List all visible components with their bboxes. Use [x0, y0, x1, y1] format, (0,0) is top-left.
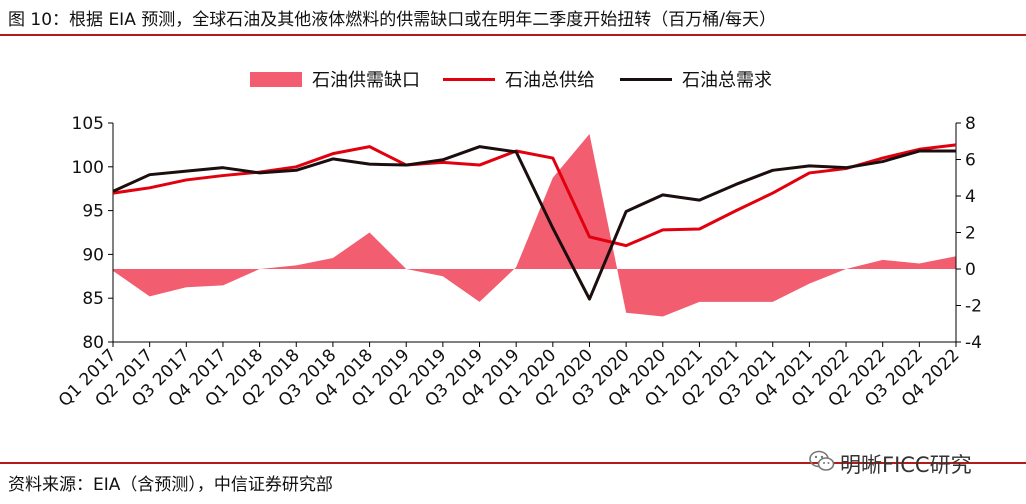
left-tick-label: 90: [82, 245, 104, 265]
source-rule: [0, 462, 1026, 464]
left-tick-label: 85: [82, 289, 104, 309]
left-tick-label: 105: [72, 114, 104, 134]
right-tick-label: 8: [965, 114, 976, 134]
left-tick-label: 100: [72, 158, 104, 178]
source-note: 资料来源：EIA（含预测），中信证券研究部: [8, 475, 333, 495]
left-tick-label: 95: [82, 202, 104, 222]
left-tick-label: 80: [82, 333, 104, 353]
wechat-logo: [809, 450, 835, 471]
right-tick-label: 6: [965, 151, 976, 171]
right-tick-label: 4: [965, 187, 976, 207]
right-tick-label: -4: [965, 333, 982, 353]
legend-label-gap: 石油供需缺口: [312, 70, 420, 91]
legend: 石油供需缺口 石油总供给 石油总需求: [250, 70, 772, 91]
right-tick-label: -2: [965, 297, 982, 317]
chart: 石油供需缺口 石油总供给 石油总需求 80 85 90 95 100 105 -4 -2 0 2 4…: [55, 70, 982, 411]
legend-swatch-gap: [250, 72, 302, 87]
right-tick-label: 2: [965, 224, 976, 244]
watermark: 明晰FICC研究: [840, 453, 972, 477]
legend-label-supply: 石油总供给: [505, 70, 595, 91]
right-tick-label: 0: [965, 260, 976, 280]
gap-area: [113, 133, 956, 317]
chart-title: 图 10：根据 EIA 预测，全球石油及其他液体燃料的供需缺口或在明年二季度开始…: [8, 10, 776, 30]
title-rule: [0, 34, 1026, 36]
legend-label-demand: 石油总需求: [682, 70, 772, 91]
demand-line: [112, 145, 956, 301]
